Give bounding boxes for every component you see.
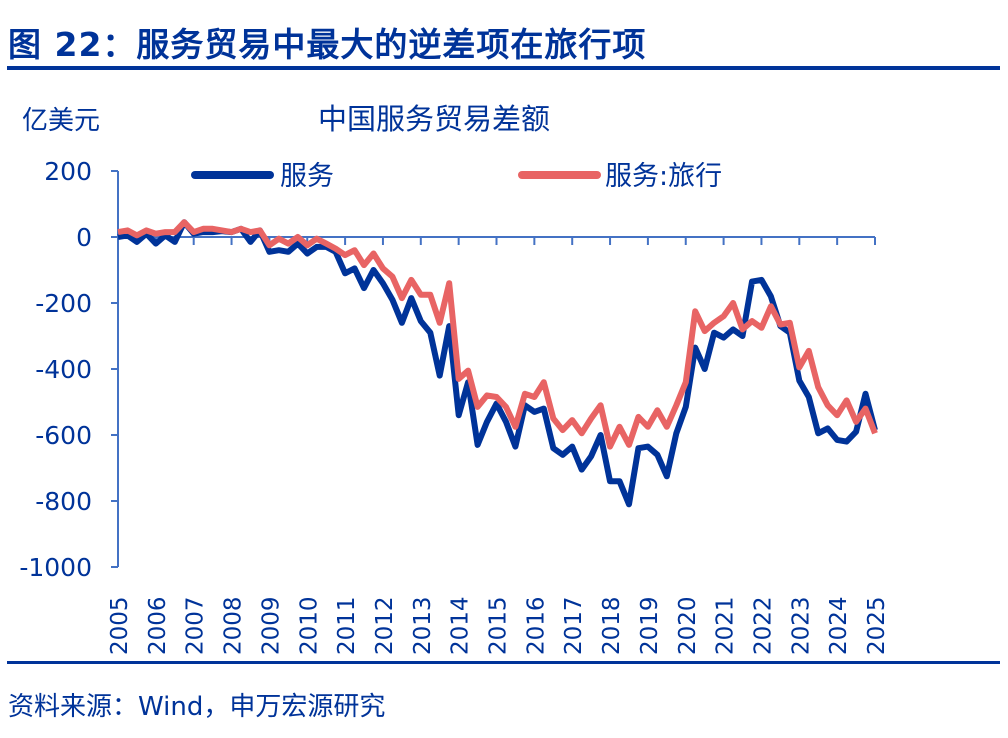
x-tick-label: 2020 [675, 596, 701, 655]
x-tick-label: 2015 [486, 596, 512, 655]
y-tick-label: 0 [76, 223, 92, 252]
chart-title: 中国服务贸易差额 [318, 102, 551, 136]
x-tick-label: 2005 [107, 596, 133, 655]
x-tick-label: 2011 [334, 596, 360, 655]
x-tick-label: 2012 [372, 596, 398, 655]
x-tick-label: 2014 [448, 596, 474, 655]
y-tick-label: -800 [35, 487, 92, 516]
x-tick-label: 2007 [183, 596, 209, 655]
x-tick-label: 2008 [221, 596, 247, 655]
x-tick-label: 2024 [826, 596, 852, 655]
x-tick-label: 2025 [864, 596, 890, 655]
title-rule [7, 66, 1000, 70]
x-tick-label: 2021 [713, 596, 739, 655]
y-tick-label: -1000 [19, 553, 92, 582]
x-tick-label: 2009 [258, 596, 284, 655]
x-tick-label: 2013 [410, 596, 436, 655]
y-axis-unit: 亿美元 [22, 106, 101, 136]
x-tick-label: 2017 [561, 596, 587, 655]
figure-title: 图 22：服务贸易中最大的逆差项在旅行项 [8, 25, 647, 64]
x-tick-label: 2023 [788, 596, 814, 655]
x-tick-label: 2006 [145, 596, 171, 655]
y-tick-label: 200 [44, 157, 92, 186]
source-note: 资料来源：Wind，申万宏源研究 [8, 692, 386, 722]
series-line-travel [117, 219, 878, 450]
footer-rule [7, 661, 1000, 664]
y-tick-label: -600 [35, 421, 92, 450]
x-tick-label: 2016 [523, 596, 549, 655]
legend-label: 服务 [280, 161, 334, 192]
y-tick-label: -200 [35, 289, 92, 318]
x-tick-label: 2022 [750, 596, 776, 655]
legend-label: 服务:旅行 [605, 161, 722, 192]
x-tick-label: 2010 [296, 596, 322, 655]
x-tick-label: 2019 [637, 596, 663, 655]
series-line-services [117, 219, 878, 508]
x-tick-label: 2018 [599, 596, 625, 655]
y-tick-label: -400 [35, 355, 92, 384]
